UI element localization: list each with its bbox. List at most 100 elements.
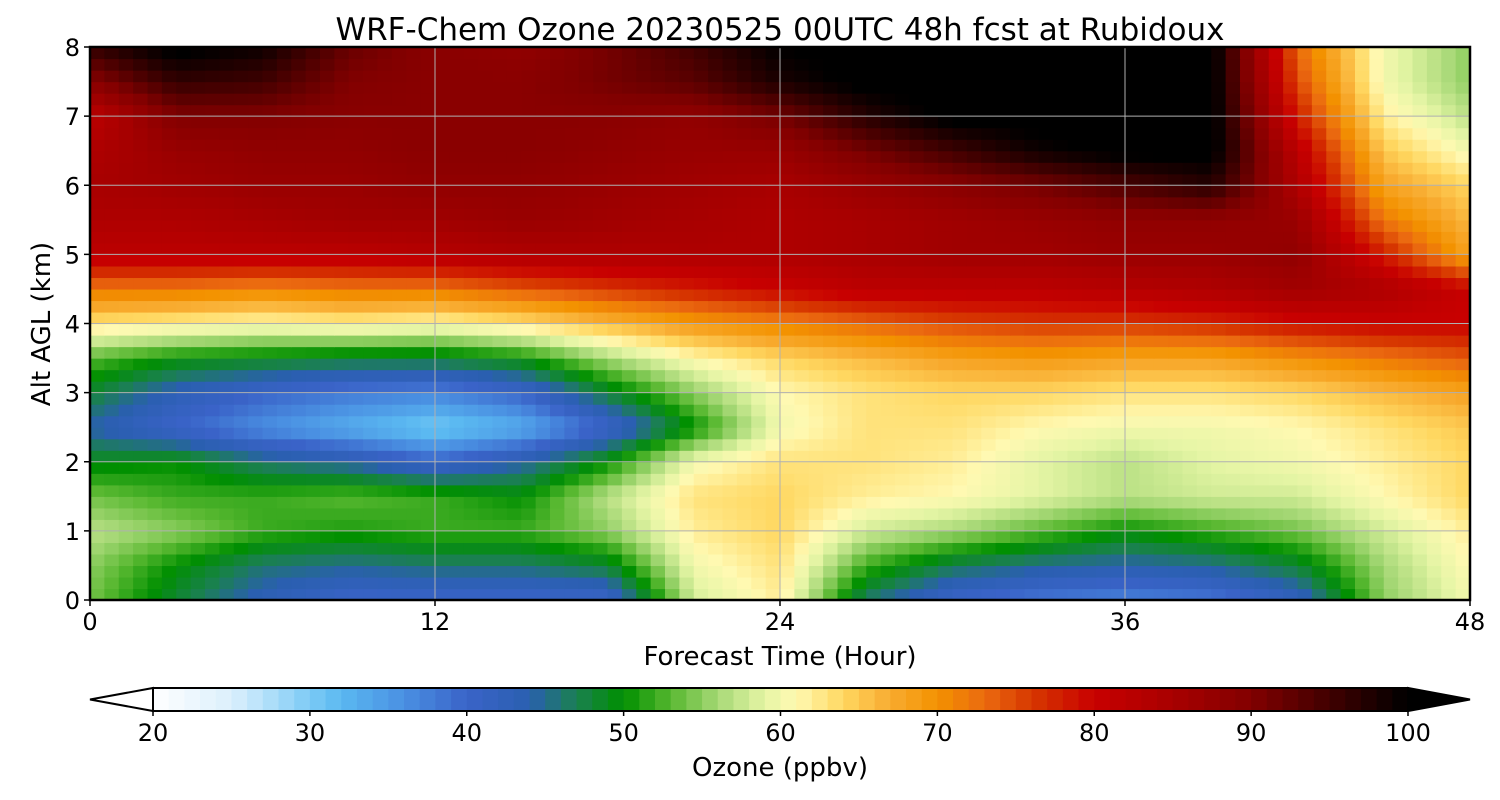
heatmap-cell: [1110, 150, 1126, 163]
heatmap-cell: [219, 473, 235, 486]
heatmap-cell: [1283, 392, 1299, 405]
heatmap-cell: [923, 323, 939, 336]
heatmap-cell: [1326, 265, 1342, 279]
heatmap-cell: [118, 438, 134, 451]
heatmap-cell: [334, 104, 350, 117]
heatmap-cell: [219, 461, 235, 474]
heatmap-cell: [291, 553, 307, 567]
heatmap-cell: [506, 415, 522, 428]
heatmap-cell: [679, 47, 695, 60]
heatmap-cell: [219, 196, 235, 209]
heatmap-cell: [1211, 473, 1227, 486]
heatmap-cell: [593, 104, 609, 117]
heatmap-cell: [679, 542, 695, 555]
heatmap-cell: [665, 208, 680, 221]
heatmap-cell: [722, 288, 738, 302]
heatmap-cell: [866, 288, 882, 302]
heatmap-cell: [665, 277, 680, 290]
heatmap-cell: [1326, 311, 1342, 325]
heatmap-cell: [1139, 450, 1155, 463]
heatmap-cell: [1369, 93, 1385, 106]
heatmap-cell: [1283, 288, 1299, 302]
heatmap-cell: [722, 196, 738, 209]
heatmap-cell: [420, 81, 436, 94]
heatmap-cell: [478, 311, 494, 325]
heatmap-cell: [1340, 369, 1356, 382]
heatmap-cell: [1153, 116, 1169, 129]
heatmap-cell: [320, 47, 335, 60]
heatmap-cell: [521, 519, 537, 532]
heatmap-cell: [161, 588, 177, 601]
heatmap-cell: [794, 242, 810, 255]
heatmap-cell: [1283, 265, 1299, 279]
heatmap-cell: [190, 242, 206, 255]
heatmap-cell: [377, 265, 393, 279]
heatmap-cell: [751, 196, 767, 209]
heatmap-cell: [449, 185, 465, 198]
heatmap-cell: [851, 265, 867, 279]
heatmap-cell: [521, 116, 537, 129]
heatmap-cell: [1096, 576, 1112, 590]
heatmap-cell: [1240, 139, 1255, 152]
heatmap-cell: [535, 265, 551, 279]
heatmap-cell: [550, 438, 565, 451]
heatmap-cell: [334, 369, 350, 382]
heatmap-cell: [952, 116, 968, 129]
heatmap-cell: [1283, 335, 1299, 348]
heatmap-cell: [851, 553, 867, 567]
heatmap-cell: [1268, 81, 1284, 94]
heatmap-cell: [636, 484, 652, 497]
heatmap-cell: [391, 346, 407, 359]
heatmap-cell: [593, 93, 609, 106]
heatmap-cell: [636, 496, 652, 509]
heatmap-cell: [118, 47, 134, 60]
colorbar-segment: [1313, 688, 1331, 711]
heatmap-cell: [205, 415, 220, 428]
heatmap-cell: [1369, 150, 1385, 163]
heatmap-cell: [693, 300, 709, 313]
heatmap-cell: [248, 438, 264, 451]
heatmap-cell: [794, 58, 810, 71]
heatmap-cell: [593, 450, 609, 463]
heatmap-cell: [1455, 438, 1471, 451]
heatmap-cell: [1139, 127, 1155, 140]
heatmap-cell: [1254, 127, 1270, 140]
heatmap-cell: [1024, 415, 1040, 428]
heatmap-cell: [895, 116, 910, 129]
heatmap-cell: [276, 553, 292, 567]
heatmap-cell: [1412, 104, 1428, 117]
heatmap-cell: [751, 162, 767, 175]
heatmap-cell: [478, 565, 494, 578]
heatmap-cell: [550, 288, 565, 302]
heatmap-cell: [233, 185, 249, 198]
colorbar-ticks: 20 30 40 50 60 70 80 90 100: [138, 711, 1431, 747]
heatmap-cell: [578, 530, 594, 543]
heatmap-cell: [1168, 588, 1184, 601]
heatmap-cell: [506, 185, 522, 198]
heatmap-cell: [1153, 185, 1169, 198]
heatmap-cell: [262, 185, 278, 198]
heatmap-cell: [1426, 496, 1442, 509]
heatmap-cell: [1053, 231, 1069, 244]
heatmap-cell: [348, 461, 364, 474]
heatmap-cell: [276, 427, 292, 440]
heatmap-cell: [1024, 254, 1040, 267]
heatmap-cell: [722, 461, 738, 474]
heatmap-cell: [1182, 323, 1198, 336]
heatmap-cell: [435, 323, 450, 336]
heatmap-cell: [320, 438, 335, 451]
heatmap-cell: [363, 231, 379, 244]
heatmap-cell: [808, 438, 824, 451]
heatmap-cell: [463, 553, 479, 567]
heatmap-cell: [1369, 219, 1385, 232]
heatmap-cell: [621, 254, 637, 267]
heatmap-cell: [866, 47, 882, 60]
heatmap-cell: [593, 427, 609, 440]
heatmap-cell: [406, 311, 422, 325]
heatmap-cell: [1326, 58, 1342, 71]
heatmap-cell: [851, 127, 867, 140]
heatmap-cell: [348, 58, 364, 71]
heatmap-cell: [1067, 93, 1083, 106]
heatmap-cell: [938, 381, 954, 394]
heatmap-cell: [1455, 231, 1471, 244]
